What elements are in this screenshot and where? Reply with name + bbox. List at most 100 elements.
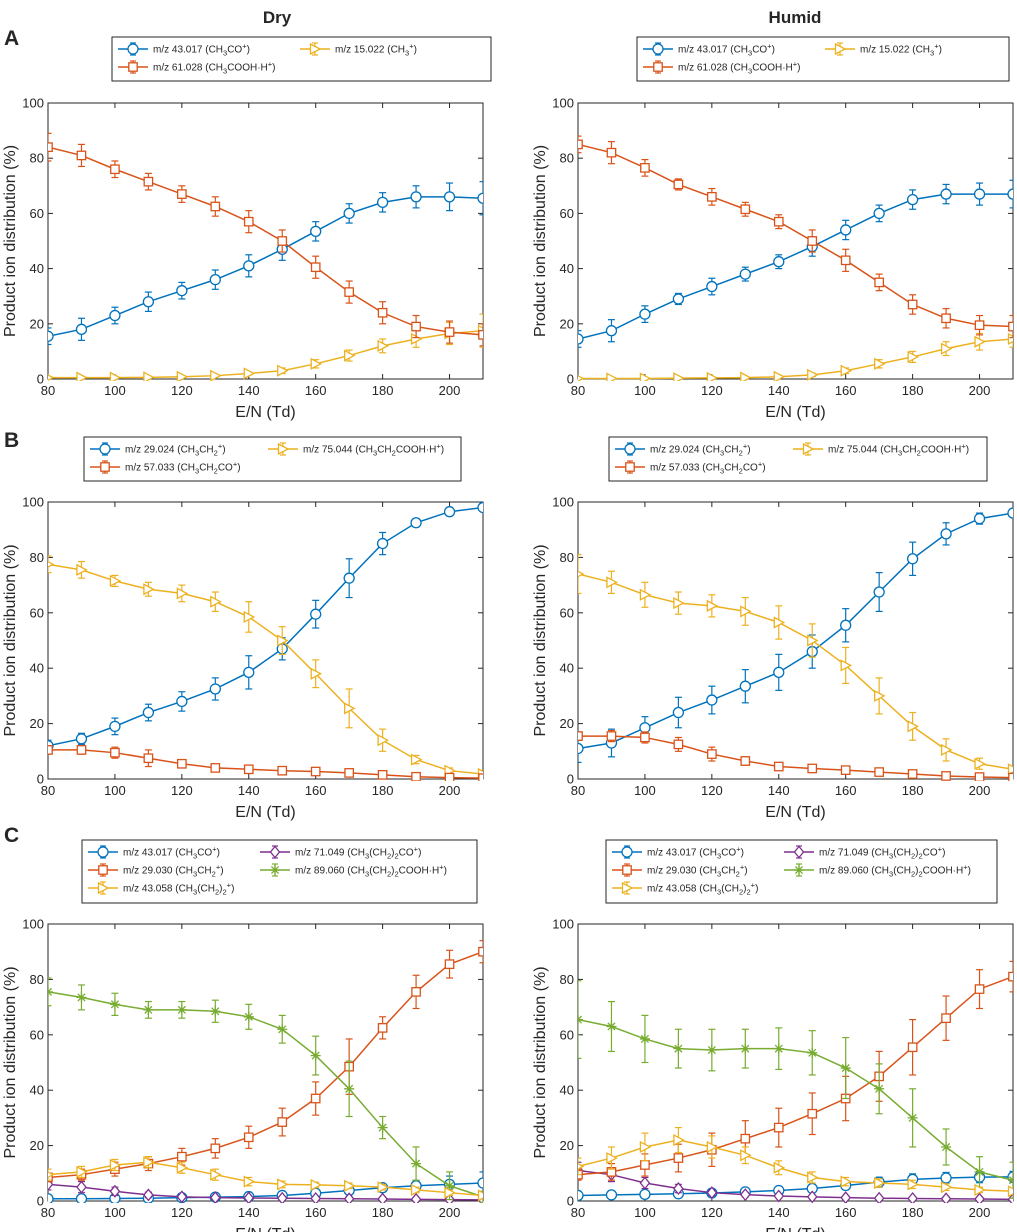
data-point [578, 333, 584, 345]
data-point [673, 179, 684, 190]
data-point [1008, 772, 1013, 781]
legend-item: m/z 43.017 (CH3CO+) [88, 845, 220, 861]
data-point [243, 1175, 256, 1188]
series-line [48, 950, 483, 1179]
data-point [874, 767, 885, 777]
legend-item: m/z 57.033 (CH3CH2CO+) [90, 460, 241, 476]
data-point [706, 280, 718, 293]
data-point [578, 742, 584, 755]
data-point [840, 619, 852, 631]
legend-item: m/z 61.028 (CH3COOH·H+) [643, 60, 801, 76]
legend-label: m/z 71.049 (CH3(CH2)2CO+) [295, 845, 421, 861]
data-point [941, 313, 951, 324]
data-point [243, 1011, 254, 1022]
x-tick-label: 200 [969, 383, 991, 398]
legend-marker [128, 62, 138, 72]
y-tick-label: 100 [22, 96, 44, 111]
data-point [706, 191, 717, 202]
legend-item: m/z 75.044 (CH3CH2COOH·H+) [793, 442, 969, 458]
data-point [176, 1004, 187, 1015]
data-point [143, 1004, 154, 1015]
data-point [873, 586, 885, 598]
y-tick-label: 80 [30, 151, 44, 166]
data-point [578, 731, 583, 741]
data-point [444, 327, 455, 337]
series-0 [48, 181, 483, 346]
series-line [578, 1139, 1013, 1193]
legend-label: m/z 89.060 (CH3(CH2)2COOH·H+) [819, 863, 971, 879]
data-point [478, 773, 483, 781]
data-point [209, 683, 221, 695]
data-point [477, 1189, 483, 1202]
data-point [210, 595, 222, 608]
y-axis-title: Product ion distribution (%) [532, 966, 549, 1158]
data-point [75, 733, 88, 745]
data-point [874, 277, 885, 288]
x-axis-title: E/N (Td) [235, 404, 295, 421]
data-point [940, 528, 952, 540]
data-point [1007, 1185, 1013, 1198]
legend-item: m/z 71.049 (CH3(CH2)2CO+) [260, 845, 421, 861]
series-1 [48, 555, 483, 781]
series-2 [578, 729, 1013, 781]
y-tick-label: 0 [37, 1194, 44, 1209]
data-point [142, 706, 155, 719]
data-point [444, 1186, 456, 1199]
data-point [974, 335, 986, 348]
data-point [243, 1132, 254, 1143]
legend: m/z 43.017 (CH3CO+) m/z 71.049 (CH3(CH2)2… [605, 839, 998, 904]
x-axis-title: E/N (Td) [765, 804, 825, 821]
legend-marker [127, 43, 139, 55]
x-tick-label: 100 [104, 383, 126, 398]
data-point [377, 307, 388, 318]
data-point [907, 1112, 918, 1123]
data-point [277, 765, 288, 776]
series-1 [578, 330, 1013, 381]
series-line [578, 975, 1013, 1176]
data-point [310, 225, 322, 237]
data-point [443, 191, 456, 203]
data-point [48, 1171, 55, 1179]
data-point [210, 1168, 222, 1181]
data-point [209, 1191, 221, 1203]
data-point [243, 610, 256, 624]
data-point [807, 634, 819, 647]
series-line [48, 506, 483, 747]
data-point [807, 236, 818, 246]
data-point [673, 1133, 685, 1147]
data-point [906, 193, 919, 206]
data-point [310, 1191, 322, 1203]
data-point [807, 1171, 819, 1184]
legend-marker [269, 845, 281, 859]
series-line [578, 735, 1013, 779]
column-title-dry: Dry [263, 8, 292, 27]
series-line [578, 338, 1013, 380]
data-point [706, 1140, 719, 1154]
data-point [444, 772, 455, 781]
data-point [411, 321, 421, 332]
y-tick-label: 60 [30, 605, 44, 620]
data-point [277, 1178, 289, 1191]
data-point [673, 1182, 684, 1196]
data-point [907, 350, 920, 363]
data-point [110, 164, 120, 175]
x-tick-label: 120 [701, 783, 723, 798]
legend-marker [98, 865, 108, 875]
data-point [807, 1047, 818, 1058]
series-layer [578, 135, 1013, 381]
data-point [48, 1193, 54, 1203]
data-point [807, 763, 818, 774]
data-point [807, 1108, 818, 1119]
data-point [941, 1013, 951, 1024]
series-layer [578, 507, 1013, 781]
data-point [740, 756, 751, 766]
data-point [840, 1175, 853, 1188]
legend-item: m/z 71.049 (CH3(CH2)2CO+) [784, 845, 945, 861]
series-4 [48, 1156, 483, 1202]
data-point [176, 189, 187, 199]
legend-marker [99, 443, 111, 455]
x-tick-label: 200 [439, 1205, 461, 1220]
legend-label: m/z 57.033 (CH3CH2CO+) [650, 460, 766, 476]
series-line [48, 1183, 483, 1201]
x-tick-label: 80 [571, 383, 585, 398]
